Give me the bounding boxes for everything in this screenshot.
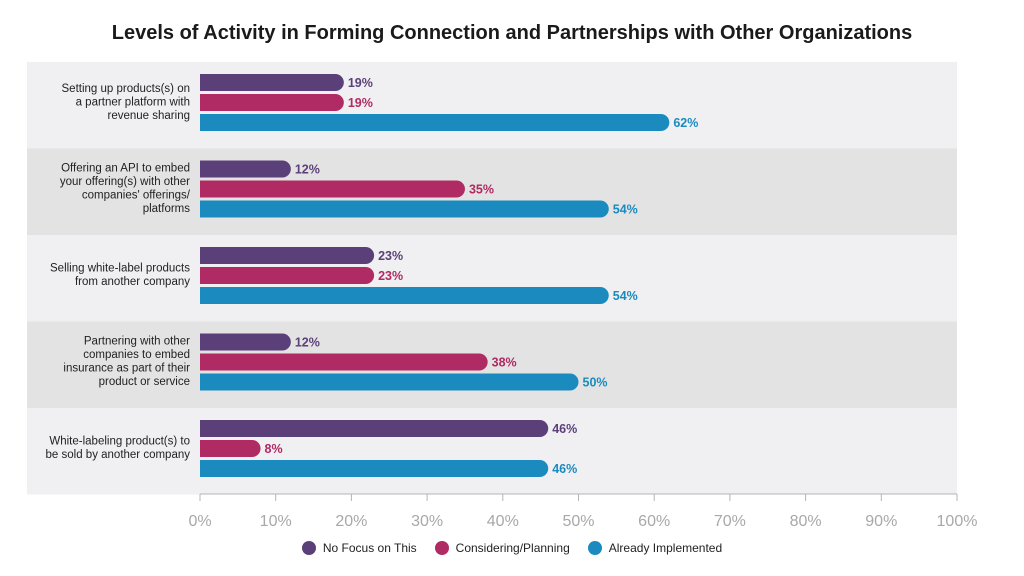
category-label-line: White-labeling product(s) to	[49, 436, 190, 448]
category-label: Partnering with other companies to embed i…	[63, 336, 190, 389]
category-label-line: companies to embed	[83, 349, 190, 361]
legend-item-implemented: Already Implemented	[587, 541, 723, 555]
x-tick-label: 30%	[411, 513, 443, 530]
x-tick-label: 70%	[714, 513, 746, 530]
bar-value-label: 46%	[552, 462, 577, 476]
legend-label-implemented: Already Implemented	[608, 541, 723, 555]
legend-label-considering: Considering/Planning	[455, 541, 570, 555]
category-label-line: Offering an API to embed	[61, 163, 190, 175]
bar	[200, 180, 465, 198]
chart-legend: No Focus on This Considering/Planning Al…	[0, 541, 1024, 555]
bar	[200, 267, 375, 284]
bar	[200, 333, 291, 351]
bar-value-label: 19%	[348, 96, 373, 110]
bar	[200, 160, 291, 178]
category-label-line: insurance as part of their	[63, 363, 190, 375]
category-label-line: revenue sharing	[108, 110, 190, 122]
legend-label-no-focus: No Focus on This	[322, 541, 417, 555]
bar-value-label: 12%	[295, 336, 320, 350]
x-tick-label: 10%	[260, 513, 292, 530]
legend-swatch-implemented	[587, 541, 602, 555]
x-tick-label: 20%	[335, 513, 367, 530]
category-label-line: Setting up products(s) on	[62, 83, 191, 95]
bar-value-label: 8%	[265, 442, 283, 456]
category-label-line: companies' offerings/	[82, 190, 191, 202]
x-tick-label: 80%	[790, 513, 822, 530]
bar-value-label: 19%	[348, 76, 373, 90]
category-label: Offering an API to embed your offering(s)…	[60, 163, 191, 216]
bar	[200, 94, 344, 111]
legend-item-no-focus: No Focus on This	[301, 541, 417, 555]
category-label-line: your offering(s) with other	[60, 176, 190, 188]
category-label-line: platforms	[143, 203, 191, 215]
x-tick-label: 90%	[865, 513, 897, 530]
bar	[200, 353, 488, 371]
bar-value-label: 23%	[378, 249, 403, 263]
legend-item-considering: Considering/Planning	[434, 541, 570, 555]
bar	[200, 287, 609, 304]
bar-value-label: 54%	[613, 203, 638, 217]
category-band	[27, 148, 957, 235]
category-band	[27, 62, 957, 149]
bar-value-label: 62%	[673, 116, 698, 130]
x-tick-label: 100%	[937, 513, 978, 530]
bar-value-label: 38%	[492, 356, 517, 370]
bar-value-label: 54%	[613, 289, 638, 303]
bar-value-label: 35%	[469, 183, 494, 197]
bar-value-label: 50%	[583, 376, 608, 390]
category-label-line: from another company	[75, 276, 190, 288]
category-label-line: product or service	[99, 376, 190, 388]
bar	[200, 74, 344, 91]
x-tick-label: 60%	[638, 513, 670, 530]
bar-value-label: 12%	[295, 163, 320, 177]
bar	[200, 440, 261, 457]
category-label: Setting up products(s) on a partner platf…	[62, 83, 191, 122]
category-label-line: be sold by another company	[46, 449, 191, 461]
legend-swatch-no-focus	[301, 541, 316, 555]
bar-value-label: 46%	[552, 422, 577, 436]
bar-value-label: 23%	[378, 269, 403, 283]
bar	[200, 420, 549, 437]
category-label-line: a partner platform with	[76, 96, 190, 108]
x-tick-label: 0%	[188, 513, 211, 530]
bar	[200, 114, 670, 131]
bar	[200, 460, 549, 477]
category-label-line: Partnering with other	[84, 336, 190, 348]
category-label: White-labeling product(s) to be sold by a…	[46, 436, 191, 462]
category-band	[27, 321, 957, 408]
category-label-line: Selling white-label products	[50, 263, 190, 275]
x-tick-label: 50%	[562, 513, 594, 530]
bar	[200, 247, 375, 264]
category-label: Selling white-label products from another…	[50, 263, 190, 289]
chart-title: Levels of Activity in Forming Connection…	[111, 22, 913, 44]
legend-swatch-considering	[434, 541, 449, 555]
category-band	[27, 235, 957, 322]
x-tick-label: 40%	[487, 513, 519, 530]
bar	[200, 200, 609, 218]
bar	[200, 373, 579, 391]
